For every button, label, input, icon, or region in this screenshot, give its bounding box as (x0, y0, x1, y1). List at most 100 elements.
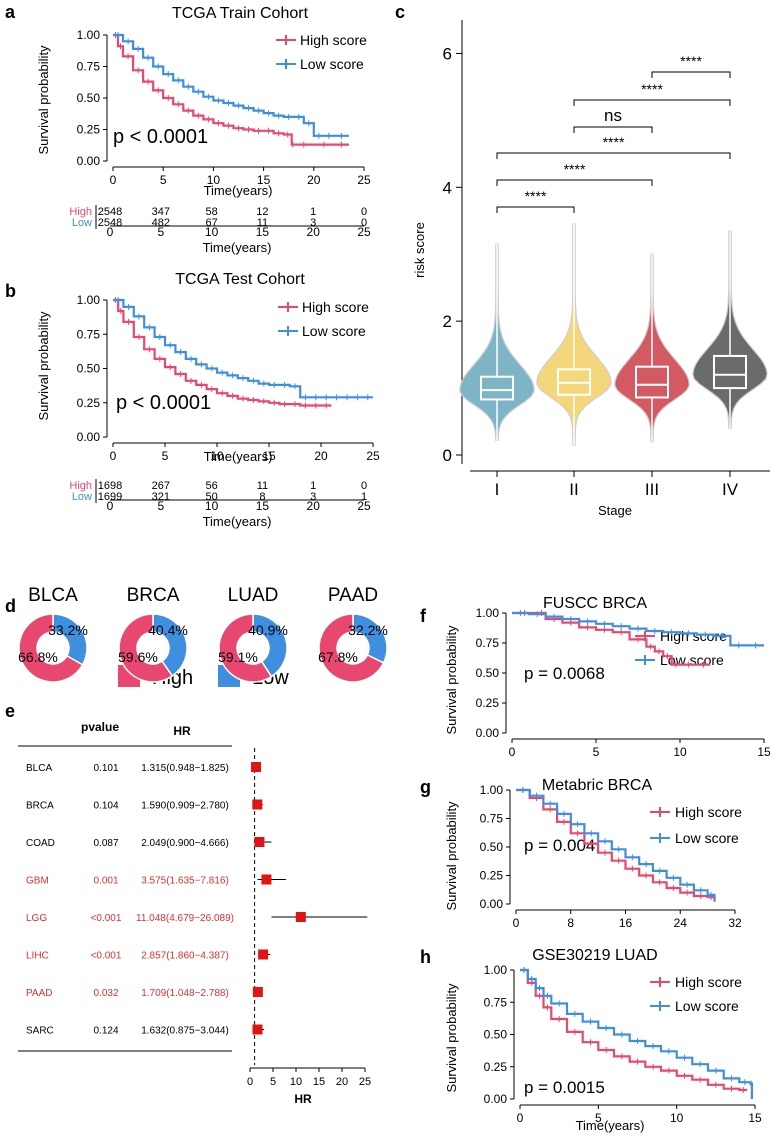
y-tick-label: 1.00 (484, 963, 508, 977)
legend-low-label: Low score (300, 56, 364, 72)
risk-x-tick-label: 20 (307, 499, 321, 513)
panel-label-c: c (395, 2, 405, 22)
y-tick-label: 0.50 (484, 1028, 508, 1042)
x-tick-label: 16 (619, 916, 633, 930)
panel-b-pvalue: p < 0.0001 (116, 392, 211, 414)
significance-bracket (651, 71, 731, 78)
forest-row-hr: 1.315(0.948−1.825) (141, 763, 229, 774)
boxplot-I (480, 375, 514, 401)
y-tick-label: 0.50 (77, 362, 101, 376)
forest-hr-header: HR (173, 724, 191, 738)
panel-g-legend: High score Low score (650, 804, 742, 846)
legend-high-label: High score (300, 32, 367, 48)
significance-label: ns (604, 106, 622, 125)
x-tick-label: 5 (162, 449, 169, 463)
high-score-curve (113, 298, 332, 407)
panel-b-title: TCGA Test Cohort (175, 271, 305, 288)
risk-cell: 1 (310, 480, 316, 492)
y-tick-label: 0.25 (480, 869, 504, 883)
panel-c-ylabel: risk score (412, 222, 427, 278)
risk-cell: 3 (310, 491, 316, 503)
risk-cell: 2548 (98, 206, 122, 218)
x-tick-label: 15 (262, 449, 276, 463)
forest-row-name: LIHC (26, 951, 49, 962)
panel-h-legend: High score Low score (650, 974, 742, 1014)
panel-h-title: GSE30219 LUAD (532, 947, 657, 964)
risk-cell: 347 (152, 206, 170, 218)
significance-bracket (496, 179, 653, 186)
donut-high-slice (218, 613, 273, 683)
x-tick-label: IV (722, 480, 739, 499)
risk-x-tick-label: 10 (205, 225, 219, 239)
panel-h-xlabel: Time(years) (576, 1118, 645, 1133)
forest-row-hr: 3.575(1.635−7.816) (141, 876, 229, 887)
panel-h-km-plot: 0.00 0.25 0.50 0.75 1.00 0 5 10 15 (484, 963, 762, 1125)
panel-g-km-plot: 0.00 0.25 0.50 0.75 1.00 0 8 16 24 32 (480, 783, 742, 930)
donut-low-label: 40.4% (148, 622, 188, 638)
risk-cell: 8 (259, 491, 265, 503)
panel-c-xlabel: Stage (598, 503, 632, 518)
x-tick-label: 0 (110, 173, 117, 187)
forest-hr-marker (254, 837, 265, 847)
y-tick-label: 1.00 (77, 28, 101, 42)
risk-cell: 0 (361, 480, 367, 492)
forest-hr-marker (261, 874, 272, 885)
panel-b-xlabel: Time(years) (204, 449, 273, 464)
risk-cell: 0 (361, 206, 367, 218)
risk-cell: 56 (205, 480, 217, 492)
risk-x-tick-label: 10 (205, 499, 219, 513)
risk-row-name: Low (72, 217, 92, 229)
panel-b-km-plot: 0.00 0.25 0.50 0.75 1.00 0 5 10 15 20 25 (77, 293, 380, 463)
panel-label-f: f (420, 606, 427, 626)
panel-a-ylabel: Survival probability (36, 45, 51, 155)
x-tick-label: 0 (110, 449, 117, 463)
risk-x-tick-label: 0 (107, 225, 114, 239)
forest-row-pvalue: 0.087 (93, 838, 118, 849)
y-tick-label: 0.50 (77, 91, 101, 105)
panel-a-km-plot: 0.00 0.25 0.50 0.75 1.00 0 5 10 15 20 25 (77, 28, 371, 187)
risk-x-tick-label: 25 (357, 499, 371, 513)
donut-high-slice (118, 613, 174, 683)
forest-hr-marker (252, 987, 263, 997)
panel-a-legend: High score Low score (276, 32, 367, 72)
boxplot-IV (713, 354, 747, 390)
panel-label-h: h (420, 947, 431, 967)
panel-label-e: e (5, 701, 15, 721)
x-tick-label: 24 (674, 916, 688, 930)
panel-a-pvalue: p < 0.0001 (113, 126, 208, 148)
donut-low-slice (252, 613, 288, 678)
significance-bracket (496, 206, 575, 213)
x-tick-label: 20 (314, 449, 328, 463)
legend-high-label: High score (675, 974, 742, 990)
forest-row-hr: 2.049(0.900−4.666) (141, 838, 229, 849)
x-tick-label: 5 (160, 173, 167, 187)
risk-x-tick-label: 5 (157, 499, 164, 513)
forest-row-pvalue: <0.001 (91, 951, 122, 962)
y-tick-label: 0 (443, 446, 452, 465)
risk-x-tick-label: 25 (357, 225, 371, 239)
forest-x-tick-label: 20 (336, 1076, 348, 1088)
forest-row-hr: 11.048(4.679−26.089) (136, 913, 234, 924)
risk-cell: 1 (310, 206, 316, 218)
significance-label: **** (641, 81, 663, 97)
panel-g-title: Metabric BRCA (542, 777, 653, 794)
risk-row-name: High (69, 206, 92, 218)
forest-row-hr: 2.857(1.860−4.387) (141, 951, 229, 962)
forest-hr-marker (251, 762, 262, 772)
risk-cell: 11 (257, 480, 268, 492)
significance-bracket (573, 99, 731, 106)
risk-table-xlabel: Time(years) (203, 514, 272, 529)
donut-low-slice (152, 613, 188, 678)
forest-row-name: SARC (26, 1026, 54, 1037)
forest-x-tick-label: 10 (290, 1076, 302, 1088)
forest-xlabel: HR (294, 1092, 312, 1106)
x-tick-label: 0 (517, 1111, 524, 1125)
donut-title: PAAD (328, 585, 378, 606)
forest-row-name: LGG (26, 913, 47, 924)
significance-bracket (573, 126, 653, 133)
forest-row-name: BLCA (26, 763, 52, 774)
x-tick-label: 10 (207, 173, 221, 187)
significance-label: **** (680, 53, 702, 69)
